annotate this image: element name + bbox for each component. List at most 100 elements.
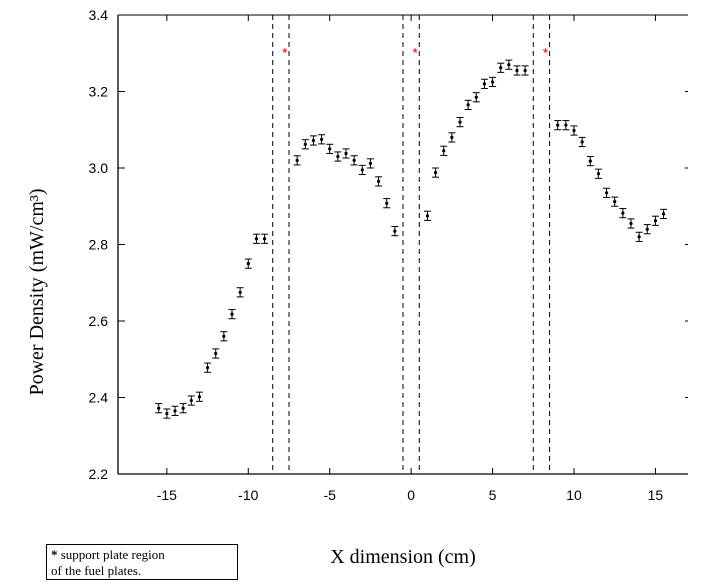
data-point-marker [352, 158, 356, 162]
y-tick-label: 2.6 [89, 313, 109, 329]
x-tick-label: -10 [238, 487, 258, 503]
data-point-marker [613, 200, 617, 204]
data-point-marker [303, 142, 307, 146]
data-point [326, 143, 334, 154]
data-point [505, 59, 513, 70]
data-point [635, 231, 643, 242]
data-point [244, 258, 252, 269]
data-point-marker [385, 201, 389, 205]
data-point [472, 92, 480, 103]
data-point-marker [311, 138, 316, 143]
data-point [619, 208, 627, 219]
data-point-marker [344, 151, 348, 156]
data-point [651, 215, 659, 226]
support-plate-marker: * [412, 44, 418, 60]
footnote-line2: of the fuel plates. [51, 563, 142, 578]
data-point [603, 187, 611, 198]
data-point [497, 62, 505, 73]
data-point [594, 168, 602, 179]
data-point-marker [336, 154, 340, 159]
footnote-star: * [51, 547, 58, 562]
footnote-line1: support plate region [57, 547, 165, 562]
data-points [155, 59, 668, 419]
support-plate-marker: * [282, 44, 288, 60]
data-point-marker [246, 262, 250, 266]
data-point [163, 408, 171, 419]
data-point-marker [507, 63, 511, 67]
x-axis-label: X dimension (cm) [330, 546, 476, 568]
data-point-marker [637, 235, 641, 239]
data-point-marker [181, 406, 185, 410]
data-point [366, 158, 374, 169]
data-point [432, 167, 440, 178]
data-point [155, 403, 163, 414]
data-point-marker [604, 191, 609, 195]
data-point [383, 198, 391, 209]
x-tick-label: 10 [566, 487, 582, 503]
data-point [562, 120, 570, 131]
data-point-marker [262, 237, 267, 241]
data-point-marker [556, 123, 560, 127]
data-point-marker [222, 334, 226, 338]
data-point [350, 155, 358, 166]
data-point-marker [653, 219, 658, 223]
y-tick-label: 3.2 [89, 84, 109, 100]
data-point [391, 226, 399, 237]
data-point [212, 348, 220, 359]
data-point [554, 120, 562, 131]
data-point-marker [393, 229, 397, 233]
y-axis-label: Power Density (mW/cm³) [26, 188, 48, 395]
data-point [204, 362, 212, 373]
data-point [578, 136, 586, 148]
data-point-marker [645, 227, 649, 231]
data-point-marker [173, 409, 177, 413]
data-point-marker [588, 159, 592, 163]
data-point-marker [295, 158, 299, 162]
data-point [171, 405, 179, 416]
support-plate-boundaries [272, 15, 551, 474]
data-point [334, 151, 342, 162]
data-point-marker [564, 123, 568, 127]
data-point-marker [254, 237, 259, 241]
data-point [195, 391, 203, 402]
y-tick-label: 3.0 [89, 160, 109, 176]
y-tick-label: 2.2 [89, 466, 109, 482]
data-point [187, 395, 195, 406]
data-point-marker [205, 366, 210, 370]
data-point [456, 117, 464, 128]
data-point-marker [165, 411, 169, 416]
data-point-marker [490, 80, 495, 84]
data-point-marker [596, 172, 601, 176]
x-tick-label: 15 [648, 487, 664, 503]
data-point-marker [230, 312, 234, 316]
data-point [440, 145, 448, 156]
data-point [179, 403, 187, 414]
x-tick-label: -5 [323, 487, 336, 503]
data-point-marker [580, 140, 584, 144]
data-point-marker [376, 179, 381, 183]
data-point-marker [319, 137, 324, 141]
data-point-marker [458, 120, 462, 124]
data-point [627, 218, 635, 229]
tick-labels: -15 -10 -5 0 5 10 15 2.2 2.4 2.6 2.8 3.0 3.2 3.4 [89, 7, 664, 503]
data-point [521, 65, 529, 76]
data-point-marker [214, 351, 218, 356]
data-point-marker [572, 128, 576, 133]
data-point-marker [474, 95, 478, 99]
data-point-marker [523, 68, 527, 73]
data-point-marker [450, 135, 454, 139]
x-tick-label: 5 [489, 487, 497, 503]
data-point [643, 224, 651, 235]
data-point-marker [629, 221, 633, 226]
data-point [301, 139, 309, 150]
data-point-marker [515, 68, 519, 73]
data-point-marker [499, 66, 503, 70]
data-point [293, 155, 301, 166]
data-point [228, 309, 236, 320]
data-point [513, 65, 521, 76]
y-tick-label: 2.4 [89, 390, 109, 406]
support-plate-marker: * [543, 44, 549, 60]
data-point-marker [368, 161, 373, 166]
data-point-marker [482, 82, 487, 86]
data-point [236, 287, 244, 298]
